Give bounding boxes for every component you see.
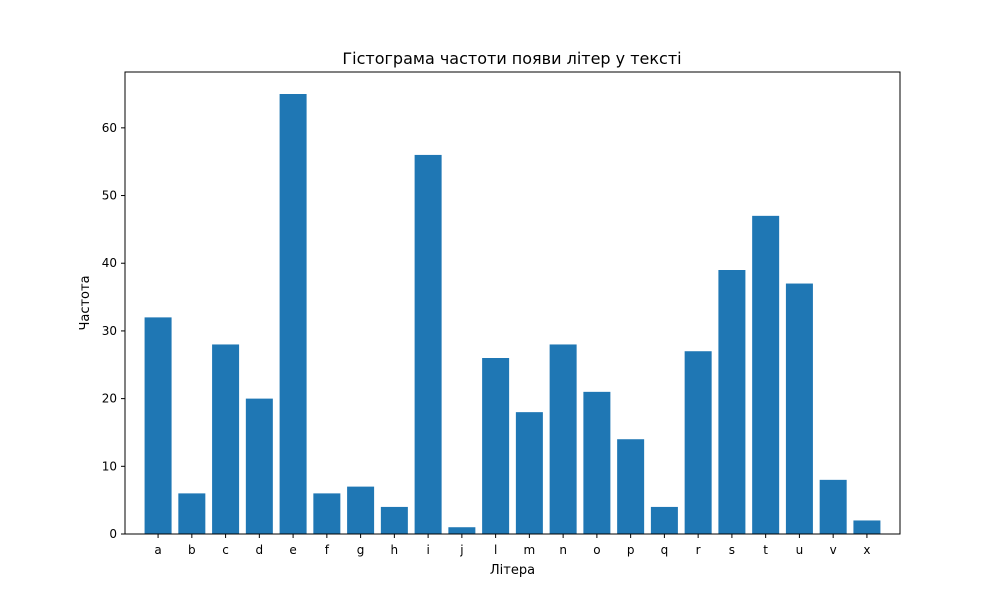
y-tick-label: 60 xyxy=(102,121,117,135)
y-tick-label: 10 xyxy=(102,459,117,473)
bar-o xyxy=(583,391,611,534)
x-tick-label: b xyxy=(188,543,196,557)
x-tick-label: a xyxy=(154,543,161,557)
x-tick-label: p xyxy=(627,543,635,557)
y-axis-ticks: 0 10 20 30 40 50 60 xyxy=(102,121,125,541)
bar-x xyxy=(853,520,881,534)
x-axis-label: Літера xyxy=(490,563,535,578)
bar-l xyxy=(482,358,510,534)
x-tick-label: o xyxy=(593,543,600,557)
bar-s xyxy=(718,270,746,534)
bar-h xyxy=(380,506,408,534)
bar-a xyxy=(144,317,172,534)
bar-m xyxy=(515,412,543,534)
bar-t xyxy=(752,215,780,534)
x-tick-label: u xyxy=(796,543,804,557)
x-tick-label: d xyxy=(256,543,264,557)
x-tick-label: c xyxy=(222,543,229,557)
bar-i xyxy=(414,154,442,534)
y-tick-label: 0 xyxy=(109,527,117,541)
x-tick-label: j xyxy=(459,543,463,557)
x-tick-label: v xyxy=(830,543,837,557)
x-tick-label: i xyxy=(426,543,429,557)
y-tick-label: 20 xyxy=(102,392,117,406)
y-axis-label: Частота xyxy=(78,275,93,330)
bar-d xyxy=(245,398,273,534)
x-tick-label: x xyxy=(863,543,870,557)
bar-n xyxy=(549,344,577,534)
bar-q xyxy=(650,506,678,534)
bar-v xyxy=(819,479,847,534)
y-tick-label: 30 xyxy=(102,324,117,338)
x-tick-label: s xyxy=(729,543,735,557)
plot-frame xyxy=(124,71,901,535)
x-tick-label: g xyxy=(357,543,365,557)
x-tick-label: q xyxy=(661,543,669,557)
x-tick-label: e xyxy=(289,543,296,557)
x-tick-label: n xyxy=(559,543,567,557)
x-tick-label: f xyxy=(325,543,330,557)
x-tick-label: t xyxy=(763,543,768,557)
x-tick-label: r xyxy=(696,543,701,557)
y-tick-label: 40 xyxy=(102,256,117,270)
bar-g xyxy=(347,486,375,534)
bar-j xyxy=(448,527,476,534)
bar-c xyxy=(212,344,240,534)
bar-r xyxy=(684,351,712,534)
bar-u xyxy=(785,283,813,534)
bar-e xyxy=(279,94,307,534)
x-tick-label: m xyxy=(524,543,536,557)
x-tick-label: h xyxy=(391,543,399,557)
y-tick-label: 50 xyxy=(102,189,117,203)
bars-group xyxy=(144,94,881,534)
bar-f xyxy=(313,493,341,534)
bar-p xyxy=(617,439,645,534)
bar-b xyxy=(178,493,206,534)
chart-title: Гістограма частоти появи літер у тексті xyxy=(342,49,681,68)
x-tick-label: l xyxy=(494,543,497,557)
